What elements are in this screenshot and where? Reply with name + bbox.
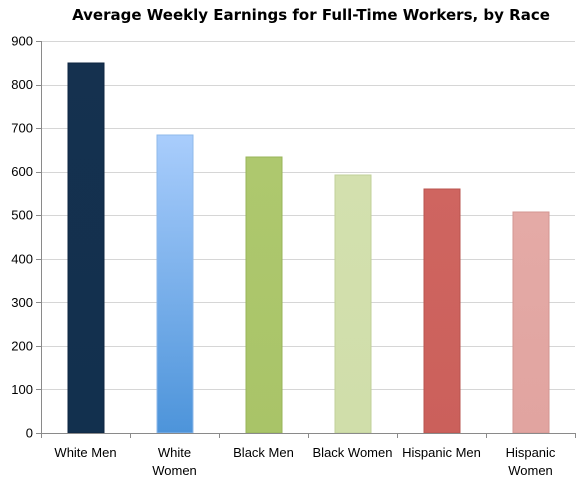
x-tick-label: Hispanic Women (506, 445, 556, 478)
gridlines (41, 41, 575, 390)
x-tick-label-line: Black Women (313, 445, 393, 460)
y-tick-label: 0 (26, 426, 33, 441)
x-axis-labels: White Men White Women Black Men Black Women H… (54, 445, 555, 478)
x-tick-label-line: White Men (54, 445, 116, 460)
y-tick-label: 700 (11, 121, 33, 136)
y-axis-ticks: 0 100 200 300 400 500 600 700 800 900 (11, 34, 33, 441)
bar (423, 188, 461, 434)
x-tick-label-line: Women (152, 463, 197, 478)
y-tick-label: 500 (11, 208, 33, 223)
x-tick-label-line: White (158, 445, 191, 460)
y-tick-label: 100 (11, 382, 33, 397)
y-tick-label: 900 (11, 34, 33, 49)
bar (67, 62, 105, 434)
axes (36, 41, 576, 438)
bar (334, 174, 372, 434)
y-tick-label: 400 (11, 251, 33, 266)
x-tick-label: Hispanic Men (402, 445, 481, 460)
x-tick-label-line: Black Men (233, 445, 294, 460)
x-tick-label: Black Women (313, 445, 393, 460)
x-tick-label: White Women (152, 445, 197, 478)
x-tick-label: White Men (54, 445, 116, 460)
y-tick-label: 300 (11, 295, 33, 310)
y-tick-label: 800 (11, 77, 33, 92)
x-tick-label-line: Women (508, 463, 553, 478)
x-tick-label: Black Men (233, 445, 294, 460)
x-tick-label-line: Hispanic (506, 445, 556, 460)
x-tick-label-line: Hispanic Men (402, 445, 481, 460)
bars (67, 62, 550, 434)
bar (245, 156, 283, 434)
bar (512, 211, 550, 434)
y-tick-label: 600 (11, 164, 33, 179)
y-tick-label: 200 (11, 338, 33, 353)
bar (156, 134, 194, 434)
chart-title: Average Weekly Earnings for Full-Time Wo… (72, 6, 550, 24)
